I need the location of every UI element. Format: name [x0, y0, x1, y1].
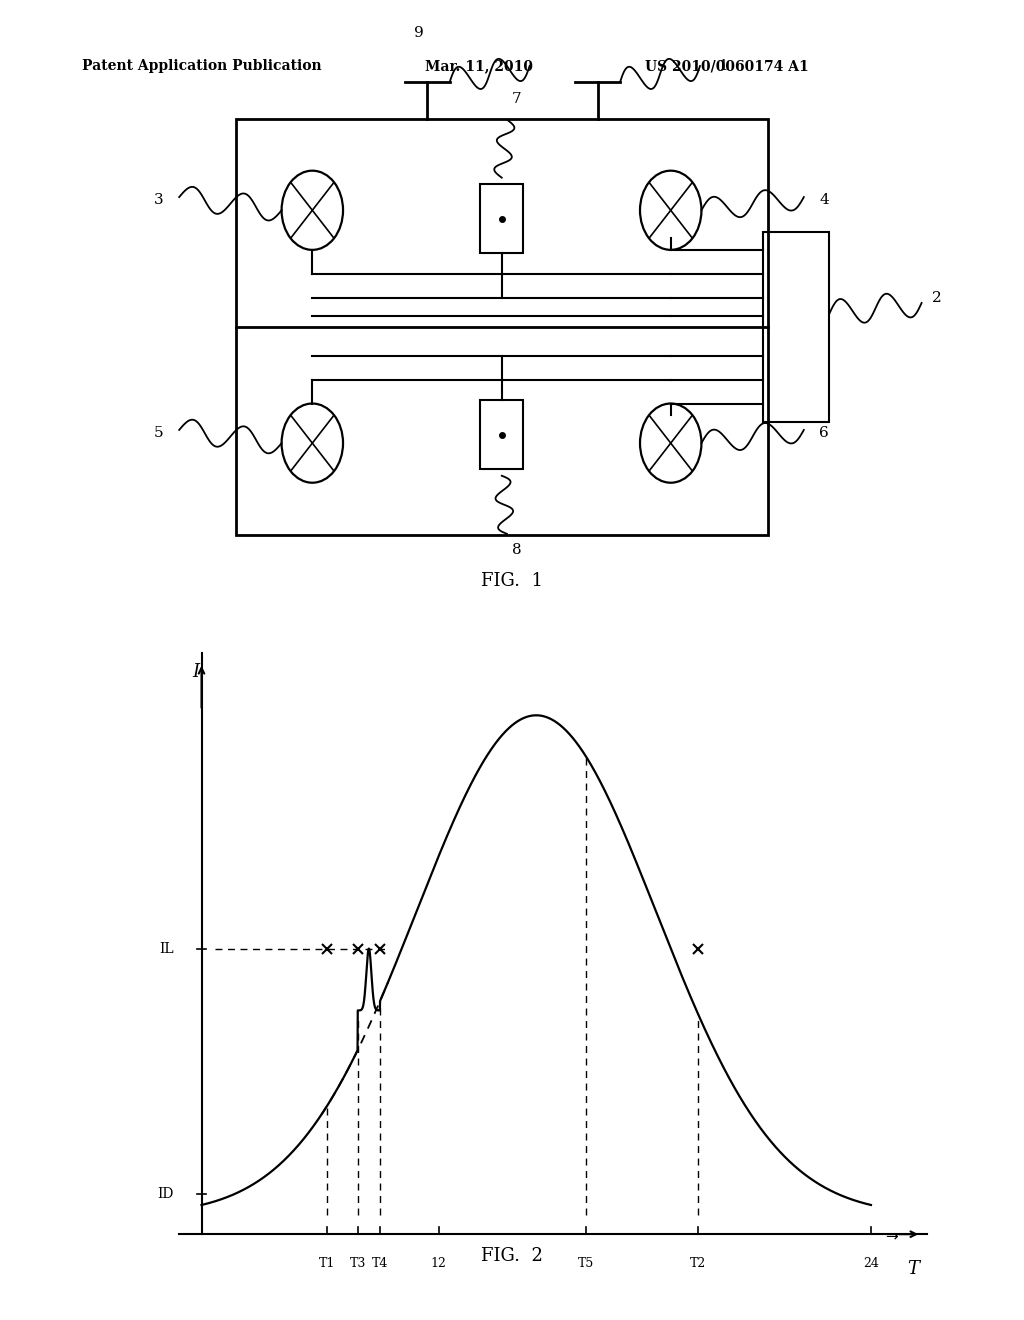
Bar [480, 185, 523, 253]
Text: 6: 6 [819, 425, 829, 440]
Text: 9: 9 [414, 25, 424, 40]
Text: T: T [907, 1261, 919, 1278]
Text: Patent Application Publication: Patent Application Publication [82, 59, 322, 74]
Text: FIG.  1: FIG. 1 [481, 572, 543, 590]
Text: →: → [885, 1229, 898, 1243]
Text: 5: 5 [155, 425, 164, 440]
Text: I: I [193, 664, 200, 681]
Text: ID: ID [158, 1187, 174, 1201]
Text: 7: 7 [512, 92, 521, 107]
Text: 3: 3 [155, 193, 164, 207]
Text: Mar. 11, 2010: Mar. 11, 2010 [425, 59, 532, 74]
Text: IL: IL [159, 941, 174, 956]
Text: 24: 24 [863, 1257, 879, 1270]
Bar [480, 400, 523, 469]
Text: 8: 8 [512, 543, 521, 557]
Text: T3: T3 [349, 1257, 366, 1270]
Text: FIG.  2: FIG. 2 [481, 1247, 543, 1266]
Text: 2: 2 [932, 290, 942, 305]
Text: T1: T1 [318, 1257, 335, 1270]
Text: T2: T2 [690, 1257, 707, 1270]
Text: US 2010/0060174 A1: US 2010/0060174 A1 [645, 59, 809, 74]
Text: 12: 12 [431, 1257, 446, 1270]
Text: T4: T4 [372, 1257, 388, 1270]
Text: 1: 1 [719, 59, 728, 73]
Text: T5: T5 [579, 1257, 595, 1270]
Text: 4: 4 [819, 193, 829, 207]
